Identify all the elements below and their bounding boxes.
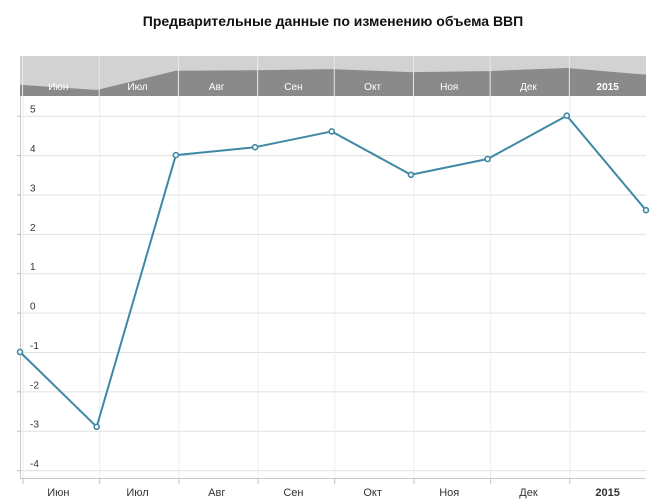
x-tick-label: 2015	[595, 487, 619, 499]
navigator-label: Окт	[364, 82, 381, 93]
plot-area	[16, 112, 650, 431]
data-point	[563, 112, 571, 119]
series-line	[19, 114, 647, 428]
chart-title: Предварительные данные по изменению объе…	[142, 13, 524, 29]
navigator-label: 2015	[597, 82, 620, 93]
y-tick-label: -2	[30, 380, 39, 391]
y-tick-label: 0	[30, 302, 36, 313]
navigator-label: Июл	[127, 82, 147, 93]
x-axis: Июн Июл Авг Сен Окт Ноя Дек 2015	[20, 478, 646, 499]
data-point	[251, 143, 259, 151]
x-tick-label: Июн	[47, 487, 69, 499]
y-tick-label: 2	[30, 223, 36, 234]
data-point	[16, 348, 24, 356]
y-tick-label: -3	[30, 420, 39, 431]
y-tick-label: -4	[30, 459, 39, 470]
data-point	[484, 155, 491, 163]
x-tick-label: Июл	[126, 487, 148, 499]
navigator-label: Ноя	[440, 82, 458, 93]
navigator-area	[20, 68, 646, 96]
y-tick-label: 1	[30, 262, 36, 273]
navigator-label: Авг	[209, 82, 225, 93]
y-tick-label: 5	[30, 105, 36, 116]
x-tick-label: Дек	[519, 487, 538, 499]
x-tick-label: Ноя	[439, 487, 459, 499]
grid	[20, 96, 646, 478]
navigator-label: Дек	[520, 82, 537, 93]
y-tick-label: 3	[30, 183, 36, 194]
y-tick-label: -1	[30, 341, 39, 352]
navigator-label: Сен	[284, 82, 302, 93]
x-tick-label: Сен	[283, 487, 303, 499]
y-axis: 5 4 3 2 1 0 -1 -2 -3 -4	[17, 96, 39, 478]
data-point	[328, 128, 336, 135]
data-point	[172, 151, 180, 159]
x-tick-label: Окт	[363, 487, 382, 499]
data-point	[642, 206, 650, 214]
x-tick-label: Авг	[208, 487, 225, 499]
y-tick-label: 4	[30, 144, 36, 155]
data-point	[407, 171, 415, 179]
navigator-label: Июн	[48, 82, 68, 93]
navigator[interactable]: Июн Июл Авг Сен Окт Ноя Дек 2015	[20, 56, 646, 96]
data-point	[93, 423, 100, 431]
